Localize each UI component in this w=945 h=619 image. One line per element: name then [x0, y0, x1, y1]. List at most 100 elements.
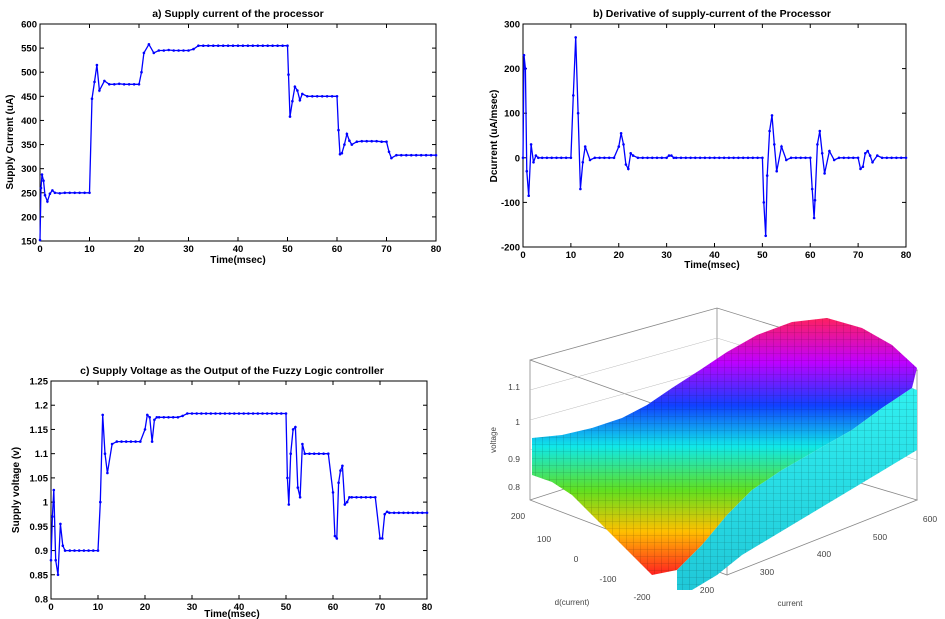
x-tick-label: 40: [234, 602, 245, 613]
surface-top-mesh: [532, 318, 917, 575]
data-point: [221, 44, 225, 47]
data-point: [134, 440, 137, 443]
data-point: [56, 573, 60, 577]
data-point: [200, 412, 203, 415]
data-point: [132, 83, 136, 86]
y-tick-label: 0: [515, 153, 520, 164]
y-axis-label: Supply Current (uA): [5, 95, 16, 190]
data-point: [345, 500, 349, 504]
data-point: [765, 174, 769, 177]
data-point: [390, 156, 393, 160]
data-point: [129, 440, 133, 443]
data-point: [162, 49, 166, 52]
data-point: [265, 412, 269, 415]
x-tick-label: 70: [381, 244, 392, 255]
derivative-chart: b) Derivative of supply-current of the P…: [489, 8, 911, 271]
data-point: [425, 511, 429, 515]
data-point: [859, 167, 862, 171]
y-tick-label: 1.2: [35, 401, 48, 412]
y-tick-label: 200: [511, 511, 525, 521]
data-point: [103, 79, 106, 83]
chart-title: a) Supply current of the processor: [152, 8, 324, 20]
data-point: [624, 163, 628, 166]
data-point: [629, 152, 632, 155]
data-point: [665, 156, 668, 160]
data-point: [280, 412, 283, 415]
x-tick-label: 50: [282, 244, 293, 255]
data-point: [209, 412, 213, 415]
data-point: [579, 187, 582, 191]
data-point: [61, 544, 65, 547]
data-point: [350, 496, 354, 499]
data-point: [861, 165, 865, 168]
data-point: [375, 139, 378, 143]
data-point: [761, 156, 764, 160]
data-point: [143, 428, 147, 431]
data-point: [411, 511, 415, 515]
data-point: [816, 143, 819, 146]
data-point: [325, 95, 329, 98]
data-point: [256, 44, 260, 47]
data-point: [794, 156, 798, 160]
data-point: [381, 537, 384, 540]
data-point: [247, 412, 250, 415]
data-point: [51, 515, 54, 518]
data-point: [289, 452, 293, 455]
data-point: [718, 156, 721, 160]
data-point: [876, 154, 879, 157]
data-point: [122, 83, 126, 86]
data-point: [818, 129, 822, 133]
data-point: [212, 44, 215, 47]
y-tick-label: 550: [21, 44, 37, 55]
data-point: [576, 111, 580, 115]
data-point: [90, 97, 94, 100]
data-point: [58, 192, 62, 195]
data-point: [405, 153, 408, 157]
data-point: [46, 200, 49, 203]
data-point: [359, 496, 363, 499]
data-point: [48, 192, 52, 195]
z-tick-label: 1: [515, 417, 520, 427]
data-point: [421, 511, 424, 515]
data-point: [152, 51, 156, 55]
data-point: [524, 67, 527, 70]
data-point: [39, 186, 43, 190]
data-point: [146, 413, 149, 417]
y-tick-label: -100: [501, 198, 520, 209]
data-point: [115, 440, 119, 443]
data-point: [288, 115, 292, 118]
data-point: [303, 452, 307, 455]
y-tick-label: 0.95: [30, 522, 49, 533]
data-point: [343, 503, 347, 506]
data-point: [124, 440, 128, 443]
data-point: [607, 156, 611, 160]
data-point: [741, 156, 745, 160]
data-point: [103, 452, 107, 455]
data-point: [895, 156, 898, 160]
data-point: [127, 83, 131, 86]
y-tick-label: 1.1: [35, 449, 49, 460]
data-point: [569, 156, 573, 160]
y-tick-label: 250: [21, 188, 37, 199]
data-point: [52, 488, 56, 492]
y-tick-label: -200: [501, 243, 520, 254]
data-point: [120, 440, 123, 443]
y-tick-label: 0.85: [30, 570, 49, 581]
y-tick-label: 0: [574, 554, 579, 564]
x-tick-label: 20: [613, 250, 624, 261]
data-point: [223, 412, 227, 415]
data-point: [93, 80, 96, 84]
data-point: [78, 191, 81, 195]
data-point: [773, 143, 776, 146]
y-tick-label: 1.25: [30, 377, 49, 388]
data-point: [226, 44, 230, 47]
y-tick-label: 450: [21, 92, 37, 103]
data-point: [340, 151, 344, 155]
data-point: [43, 193, 47, 197]
data-point: [294, 425, 297, 429]
data-point: [732, 156, 735, 160]
data-point: [540, 156, 544, 160]
data-point: [155, 416, 159, 419]
data-point: [521, 156, 525, 160]
data-point: [106, 471, 109, 475]
